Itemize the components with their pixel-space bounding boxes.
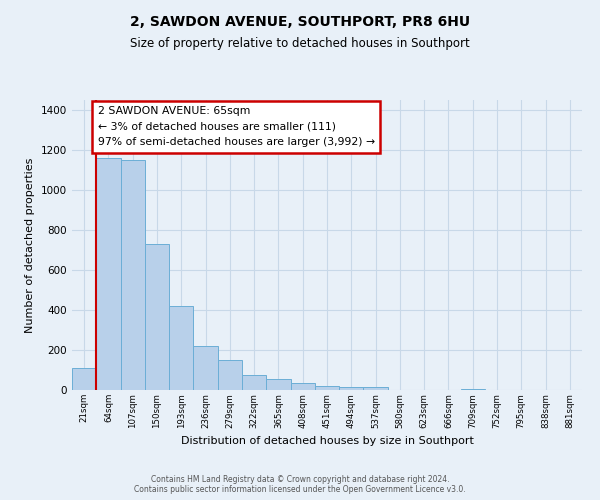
Bar	[461, 389, 485, 390]
Bar	[315, 386, 339, 390]
Text: Contains public sector information licensed under the Open Government Licence v3: Contains public sector information licen…	[134, 485, 466, 494]
Text: Size of property relative to detached houses in Southport: Size of property relative to detached ho…	[130, 38, 470, 51]
Bar	[145, 244, 169, 390]
Y-axis label: Number of detached properties: Number of detached properties	[25, 158, 35, 332]
X-axis label: Distribution of detached houses by size in Southport: Distribution of detached houses by size …	[181, 436, 473, 446]
Bar	[242, 375, 266, 390]
Bar	[121, 160, 145, 390]
Text: 2, SAWDON AVENUE, SOUTHPORT, PR8 6HU: 2, SAWDON AVENUE, SOUTHPORT, PR8 6HU	[130, 15, 470, 29]
Bar	[339, 387, 364, 390]
Bar	[193, 346, 218, 390]
Bar	[72, 368, 96, 390]
Bar	[218, 360, 242, 390]
Bar	[266, 379, 290, 390]
Text: Contains HM Land Registry data © Crown copyright and database right 2024.: Contains HM Land Registry data © Crown c…	[151, 475, 449, 484]
Bar	[96, 158, 121, 390]
Bar	[364, 387, 388, 390]
Bar	[290, 383, 315, 390]
Text: 2 SAWDON AVENUE: 65sqm
← 3% of detached houses are smaller (111)
97% of semi-det: 2 SAWDON AVENUE: 65sqm ← 3% of detached …	[97, 106, 374, 147]
Bar	[169, 306, 193, 390]
